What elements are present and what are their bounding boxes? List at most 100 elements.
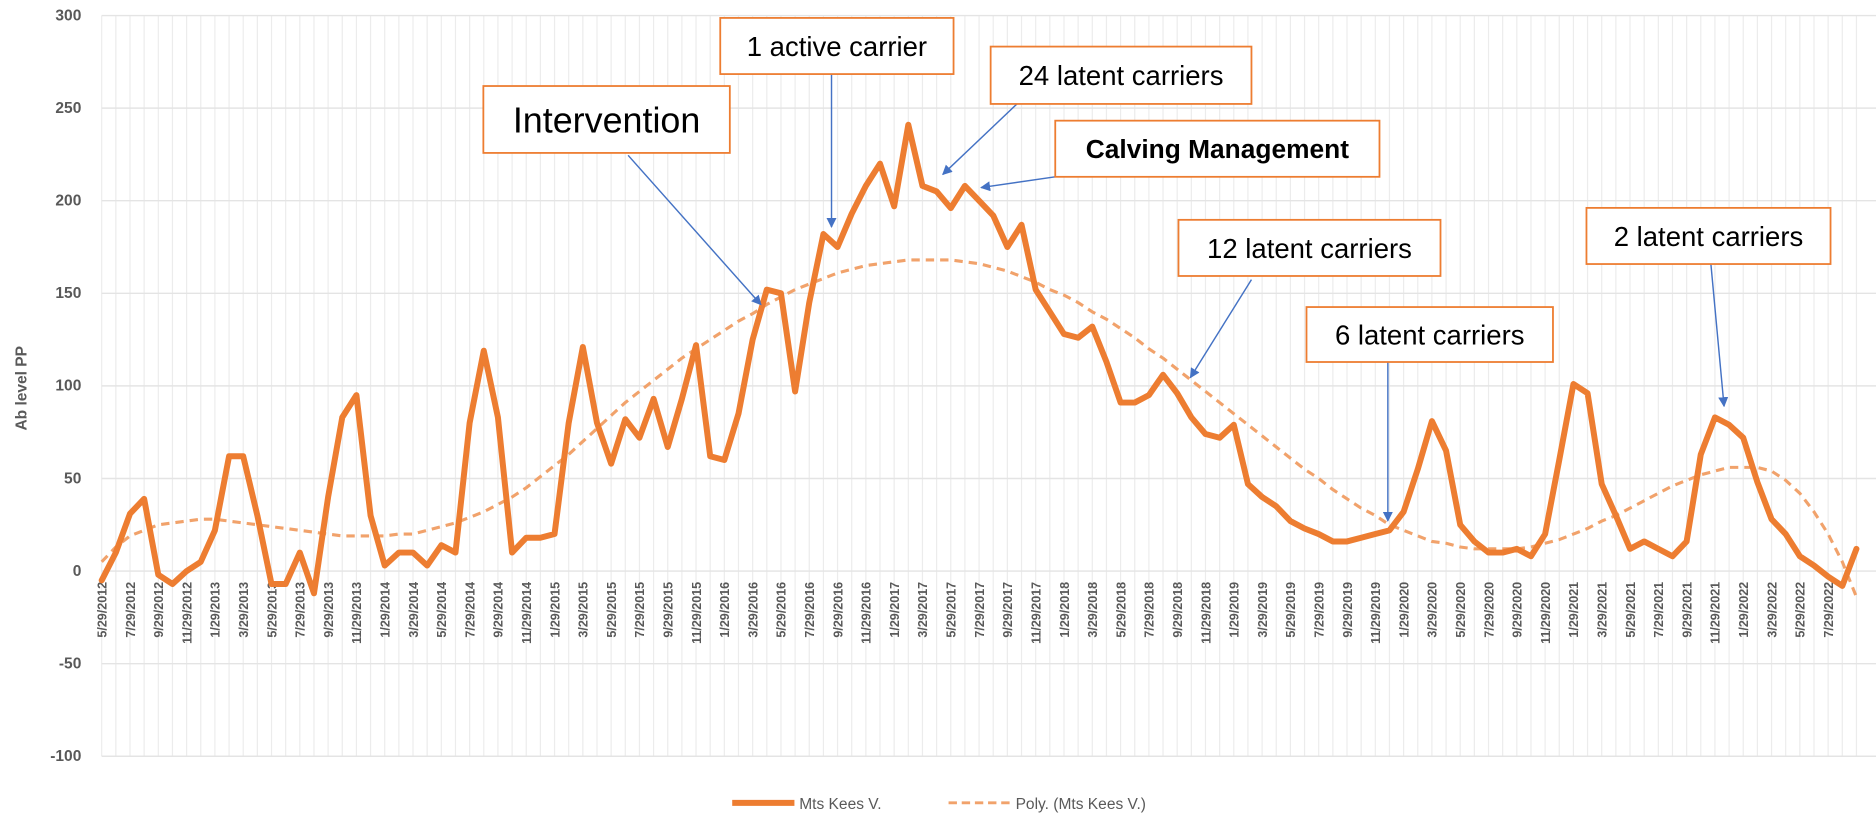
x-tick-label: 11/29/2021 [1709,582,1723,644]
annotation: 6 latent carriers [1305,306,1554,522]
annotation: Calving Management [980,119,1381,192]
annotation-box [1054,119,1381,178]
x-tick-label: 5/29/2014 [435,582,449,638]
x-tick-label: 1/29/2014 [378,582,392,638]
legend-item: Mts Kees V. [732,796,882,813]
x-tick-label: 7/29/2019 [1312,582,1326,638]
annotation-arrow [1189,279,1253,379]
annotation-box [1585,206,1832,265]
x-tick-label: 5/29/2019 [1284,582,1298,638]
x-tick-label: 7/29/2013 [294,582,308,638]
x-tick-label: 5/29/2017 [945,582,959,638]
x-tick-label: 3/29/2022 [1765,582,1779,638]
y-tick-label: 150 [55,285,81,302]
x-tick-label: 11/29/2019 [1369,582,1383,644]
x-tick-label: 11/29/2014 [520,582,534,644]
x-tick-label: 9/29/2019 [1341,582,1355,638]
annotation-text: 24 latent carriers [1019,60,1224,91]
x-tick-label: 1/29/2016 [718,582,732,638]
annotation: 24 latent carriers [942,45,1253,176]
y-tick-label: 200 [55,193,81,210]
annotation-text: Calving Management [1086,134,1349,164]
x-tick-label: 1/29/2013 [209,582,223,638]
trend-line [100,258,1858,598]
x-tick-label: 9/29/2015 [662,582,676,638]
y-tick-label: -50 [59,655,81,672]
x-tick-label: 5/29/2013 [265,582,279,638]
x-tick-label: 5/29/2021 [1624,582,1638,638]
x-tick-label: 5/29/2022 [1794,582,1808,638]
x-tick-label: 1/29/2017 [888,582,902,638]
annotation-box [482,85,731,154]
x-tick-label: 11/29/2020 [1539,582,1553,644]
y-tick-label: 50 [64,470,81,487]
x-tick-label: 5/29/2016 [775,582,789,638]
x-tick-label: 3/29/2019 [1256,582,1270,638]
annotation-text: 2 latent carriers [1614,221,1804,252]
annotation-text: Intervention [513,100,701,140]
x-tick-label: 7/29/2012 [124,582,138,638]
x-tick-label: 11/29/2015 [690,582,704,644]
x-tick-label: 9/29/2018 [1171,582,1185,638]
annotation-arrow [980,176,1056,192]
x-tick-label: 3/29/2018 [1086,582,1100,638]
x-tick-label: 3/29/2016 [746,582,760,638]
x-tick-label: 11/29/2016 [860,582,874,644]
y-tick-label: 100 [55,378,81,395]
x-tick-label: 9/29/2012 [152,582,166,638]
y-tick-label: 250 [55,100,81,117]
x-tick-label: 3/29/2014 [407,582,421,638]
x-tick-label: 5/29/2018 [1114,582,1128,638]
annotation-box [1305,306,1554,363]
x-tick-label: 7/29/2021 [1652,582,1666,638]
y-tick-label: -100 [50,748,81,765]
annotation-box [1177,218,1442,277]
annotation: 2 latent carriers [1585,206,1832,408]
x-tick-label: 3/29/2015 [577,582,591,638]
x-tick-label: 5/29/2015 [605,582,619,638]
annotation-text: 1 active carrier [747,31,927,62]
annotation: 12 latent carriers [1177,218,1442,379]
x-tick-label: 3/29/2017 [916,582,930,638]
annotation-arrow [1710,263,1729,408]
x-tick-label: 7/29/2015 [633,582,647,638]
y-tick-label: 300 [55,7,81,24]
annotation: 1 active carrier [719,17,955,229]
x-tick-label: 9/29/2013 [322,582,336,638]
x-tick-label: 11/29/2018 [1199,582,1213,644]
x-tick-label: 3/29/2013 [237,582,251,638]
x-tick-label: 1/29/2020 [1397,582,1411,638]
x-tick-label: 1/29/2021 [1567,582,1581,638]
x-tick-label: 7/29/2020 [1482,582,1496,638]
x-tick-label: 3/29/2020 [1426,582,1440,638]
x-tick-label: 9/29/2017 [1001,582,1015,638]
x-tick-label: 9/29/2016 [831,582,845,638]
x-tick-label: 1/29/2019 [1228,582,1242,638]
x-tick-label: 9/29/2014 [492,582,506,638]
x-tick-label: 1/29/2022 [1737,582,1751,638]
x-tick-label: 7/29/2018 [1143,582,1157,638]
x-tick-label: 7/29/2017 [973,582,987,638]
annotation-box [719,17,955,75]
x-tick-label: 7/29/2022 [1822,582,1836,638]
y-tick-label: 0 [73,563,82,580]
legend-label: Poly. (Mts Kees V.) [1016,796,1146,813]
x-tick-label: 3/29/2021 [1596,582,1610,638]
x-tick-label: 7/29/2014 [463,582,477,638]
x-tick-label: 11/29/2017 [1029,582,1043,644]
legend-label: Mts Kees V. [799,796,881,813]
x-tick-label: 1/29/2018 [1058,582,1072,638]
annotation: Intervention [482,85,762,306]
annotation-text: 6 latent carriers [1335,319,1525,350]
x-tick-label: 11/29/2012 [180,582,194,644]
x-tick-label: 9/29/2020 [1511,582,1525,638]
x-tick-label: 5/29/2020 [1454,582,1468,638]
x-tick-label: 9/29/2021 [1680,582,1694,638]
x-tick-label: 7/29/2016 [803,582,817,638]
annotation-box [989,45,1253,105]
x-tick-label: 1/29/2015 [548,582,562,638]
x-tick-label: 11/29/2013 [350,582,364,644]
series-line [98,121,1860,597]
